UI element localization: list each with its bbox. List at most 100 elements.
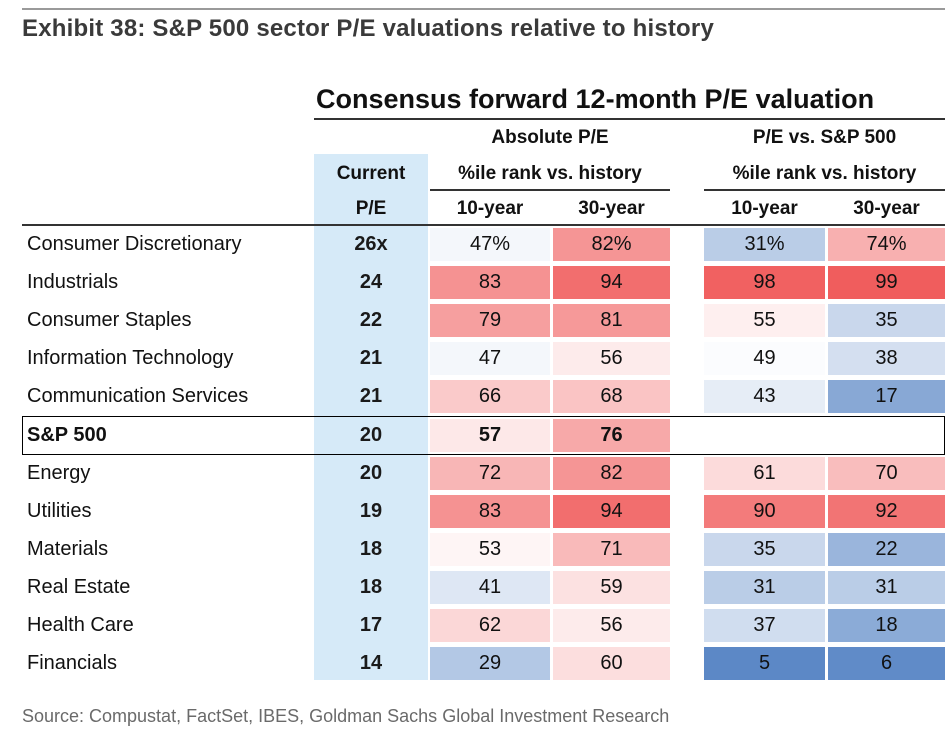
percentile-cell-abs10: 47% <box>430 228 550 261</box>
percentile-cell-rel10: 43 <box>704 380 825 414</box>
percentile-cell-abs10: 47 <box>430 342 550 376</box>
percentile-cell-abs30: 94 <box>553 494 670 528</box>
percentile-cell-rel30: 31 <box>828 570 945 604</box>
percentile-cell-abs10: 57 <box>430 418 550 452</box>
relative-pct-rule <box>704 189 945 191</box>
percentile-cell-abs10: 62 <box>430 609 550 642</box>
sector-label: Real Estate <box>27 575 131 598</box>
current-pe-value: 18 <box>359 575 383 598</box>
percentile-cell-rel10: 35 <box>704 532 825 566</box>
percentile-cell-rel10: 98 <box>704 266 825 300</box>
percentile-cell-rel10: 5 <box>704 647 825 681</box>
table-row: S&P 500 20 57 76 <box>22 417 945 455</box>
percentile-cell-abs10: 66 <box>430 380 550 414</box>
percentile-cell-rel10: 90 <box>704 494 825 528</box>
table-row: Information Technology 21 47 56 49 38 <box>22 340 945 378</box>
percentile-cell-abs30: 81 <box>553 304 670 338</box>
sector-label: Information Technology <box>27 347 234 370</box>
percentile-cell-rel30: 74% <box>828 228 945 261</box>
percentile-cell-rel30: 92 <box>828 494 945 528</box>
percentile-cell-abs10: 53 <box>430 532 550 566</box>
sector-label: Consumer Staples <box>27 309 192 332</box>
percentile-cell-abs10: 41 <box>430 570 550 604</box>
header-bottom-rule <box>22 224 945 226</box>
sector-label: Materials <box>27 537 109 560</box>
sector-label: Consumer Discretionary <box>27 233 242 255</box>
current-pe-value: 19 <box>359 499 383 522</box>
percentile-cell-abs10: 79 <box>430 304 550 338</box>
percentile-cell-rel30: 70 <box>828 456 945 490</box>
source-note: Source: Compustat, FactSet, IBES, Goldma… <box>22 706 670 726</box>
table-row: Health Care 17 62 56 37 18 <box>22 607 945 645</box>
relative-30yr-header: 30-year <box>853 198 920 219</box>
table-row: Materials 18 53 71 35 22 <box>22 531 945 569</box>
table-row: Utilities 19 83 94 90 92 <box>22 493 945 531</box>
table-title-rule <box>314 118 945 120</box>
percentile-cell-abs30: 94 <box>553 266 670 300</box>
percentile-cell-abs10: 83 <box>430 266 550 300</box>
percentile-cell-abs30: 71 <box>553 532 670 566</box>
percentile-cell-abs10: 72 <box>430 456 550 490</box>
table-title: Consensus forward 12-month P/E valuation <box>316 84 875 114</box>
sector-label: Industrials <box>27 271 119 294</box>
current-pe-value: 24 <box>359 271 383 294</box>
current-pe-value: 26x <box>354 233 388 255</box>
percentile-cell-abs30: 60 <box>553 647 670 681</box>
current-pe-value: 21 <box>359 347 383 370</box>
percentile-cell-rel30: 38 <box>828 342 945 376</box>
percentile-cell-rel10: 31 <box>704 570 825 604</box>
table-row: Consumer Staples 22 79 81 55 35 <box>22 302 945 340</box>
current-pe-value: 20 <box>359 461 383 484</box>
percentile-cell-abs10: 29 <box>430 647 550 681</box>
percentile-cell-rel10: 55 <box>704 304 825 338</box>
percentile-cell-abs30: 68 <box>553 380 670 414</box>
percentile-cell-rel30: 99 <box>828 266 945 300</box>
table-row: Consumer Discretionary 26x 47% 82% 31% 74% <box>22 226 945 264</box>
current-pe-value: 21 <box>359 385 383 408</box>
current-pe-value: 20 <box>359 423 383 446</box>
current-pe-value: 22 <box>359 309 383 332</box>
current-pe-value: 14 <box>359 652 383 675</box>
percentile-cell-abs30: 82 <box>553 456 670 490</box>
percentile-cell-rel30: 22 <box>828 532 945 566</box>
sector-label: S&P 500 <box>27 423 107 446</box>
percentile-cell-rel10: 61 <box>704 456 825 490</box>
exhibit-title: Exhibit 38: S&P 500 sector P/E valuation… <box>22 15 715 42</box>
percentile-cell-rel30: 18 <box>828 609 945 642</box>
absolute-pct-rule <box>430 189 670 191</box>
table-row: Industrials 24 83 94 98 99 <box>22 264 945 302</box>
current-pe-value: 18 <box>359 537 383 560</box>
current-pe-column-highlight <box>314 154 428 680</box>
percentile-cell-abs30: 59 <box>553 570 670 604</box>
percentile-cell-abs30: 82% <box>553 228 670 261</box>
percentile-cell-abs30: 76 <box>553 418 670 452</box>
sector-label: Energy <box>27 461 91 484</box>
percentile-cell-rel10: 37 <box>704 609 825 642</box>
sector-label: Health Care <box>27 614 134 636</box>
percentile-cell-rel10: 49 <box>704 342 825 376</box>
table-row: Real Estate 18 41 59 31 31 <box>22 569 945 607</box>
absolute-30yr-header: 30-year <box>578 198 645 219</box>
sector-label: Financials <box>27 652 118 675</box>
top-rule <box>22 8 945 10</box>
percentile-cell-abs30: 56 <box>553 609 670 642</box>
sector-label: Utilities <box>27 499 92 522</box>
current-pe-value: 17 <box>359 614 383 636</box>
percentile-cell-abs10: 83 <box>430 494 550 528</box>
percentile-cell-rel30: 17 <box>828 380 945 414</box>
current-header-line1: Current <box>336 163 406 184</box>
relative-pe-header: P/E vs. S&P 500 <box>752 127 897 148</box>
table-row: Financials 14 29 60 5 6 <box>22 645 945 683</box>
relative-10yr-header: 10-year <box>731 198 798 219</box>
percentile-cell-rel30: 35 <box>828 304 945 338</box>
sp500-highlight-box <box>22 415 945 455</box>
table-row: Communication Services 21 66 68 43 17 <box>22 378 945 416</box>
current-header-line2: P/E <box>355 198 387 219</box>
absolute-10yr-header: 10-year <box>456 198 524 219</box>
absolute-pe-header: Absolute P/E <box>491 127 609 148</box>
sector-label: Communication Services <box>27 385 249 408</box>
absolute-pct-rank-header: %ile rank vs. history <box>458 163 642 184</box>
table-row: Energy 20 72 82 61 70 <box>22 455 945 493</box>
relative-pct-rank-header: %ile rank vs. history <box>732 163 917 184</box>
